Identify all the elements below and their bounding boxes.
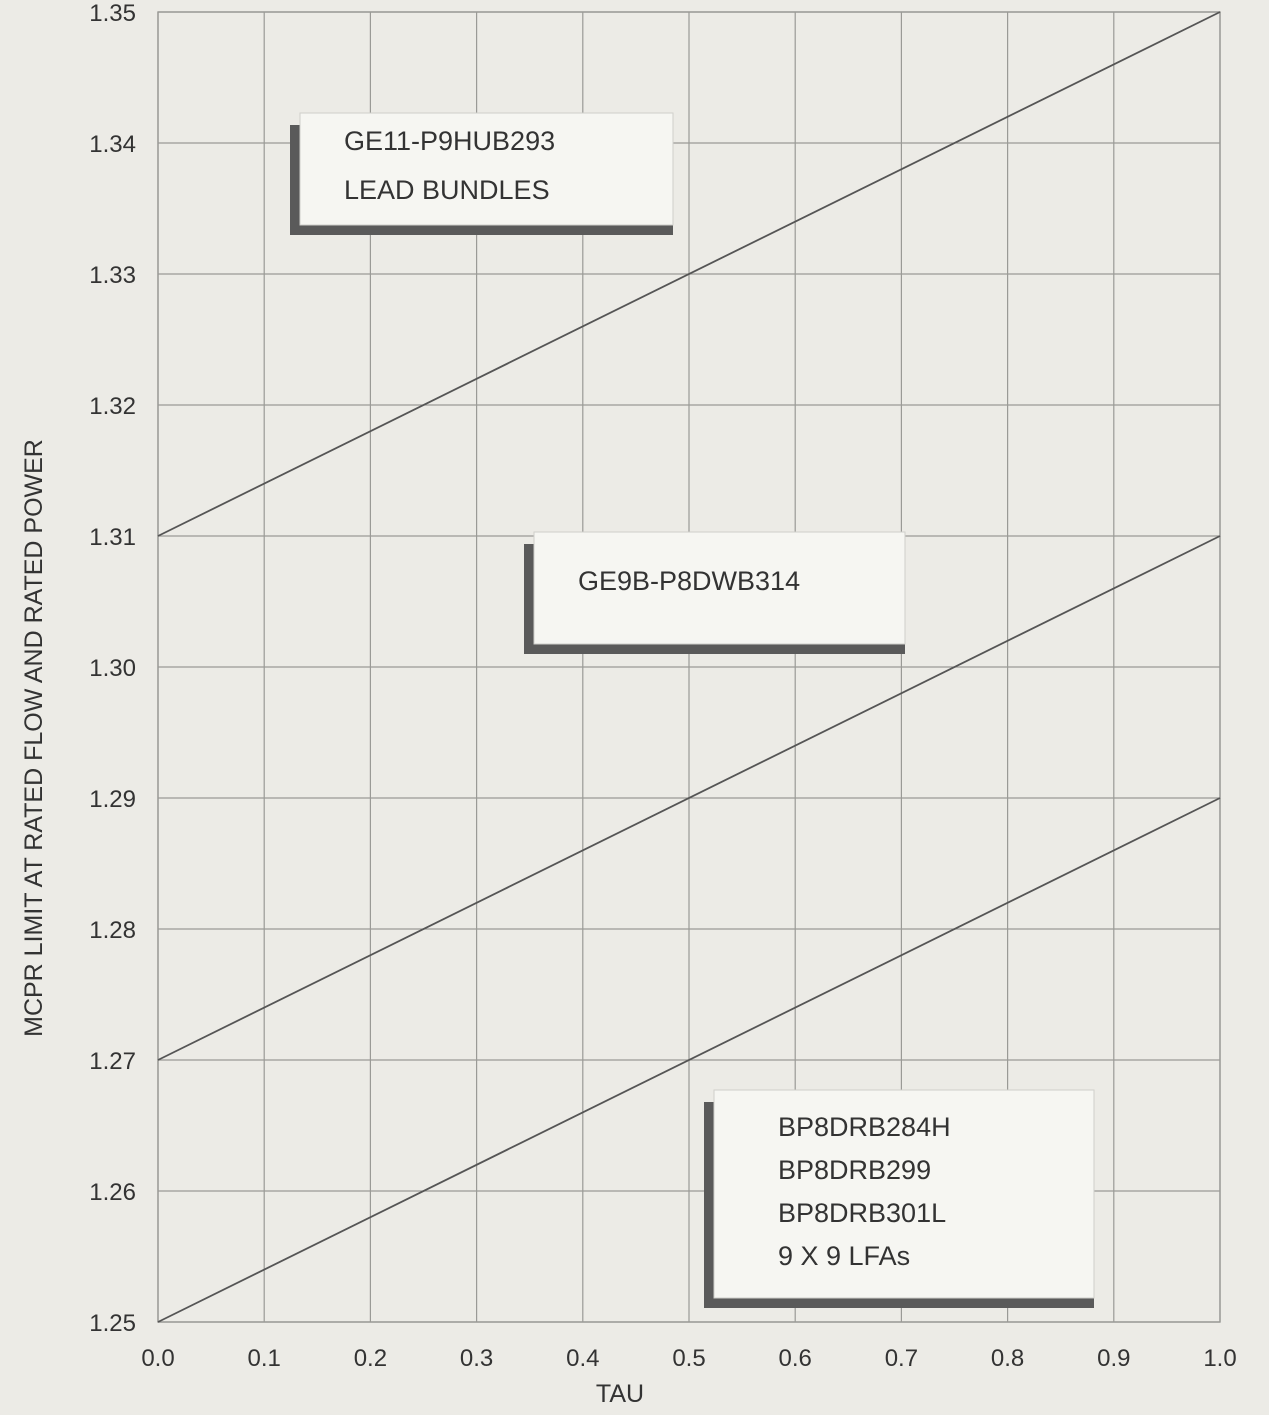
x-tick-label: 1.0 bbox=[1203, 1345, 1236, 1372]
y-tick-label: 1.27 bbox=[89, 1048, 136, 1075]
x-tick-label: 0.8 bbox=[991, 1345, 1024, 1372]
annotation-text: GE9B-P8DWB314 bbox=[578, 566, 800, 596]
y-tick-label: 1.28 bbox=[89, 917, 136, 944]
x-tick-label: 0.6 bbox=[779, 1345, 812, 1372]
x-tick-label: 0.3 bbox=[460, 1345, 493, 1372]
x-tick-label: 0.5 bbox=[672, 1345, 705, 1372]
annotation-box-2: GE9B-P8DWB314 bbox=[524, 531, 906, 654]
y-tick-label: 1.29 bbox=[89, 786, 136, 813]
y-tick-label: 1.34 bbox=[89, 131, 136, 158]
x-axis-label: TAU bbox=[596, 1380, 644, 1408]
y-axis-label: MCPR LIMIT AT RATED FLOW AND RATED POWER bbox=[20, 439, 48, 1037]
x-tick-label: 0.2 bbox=[354, 1345, 387, 1372]
annotation-text: BP8DRB301L bbox=[778, 1198, 946, 1228]
x-tick-label: 0.0 bbox=[141, 1345, 174, 1372]
annotation-text: BP8DRB284H bbox=[778, 1112, 951, 1142]
annotation-panel bbox=[713, 1089, 1095, 1299]
x-tick-label: 0.7 bbox=[885, 1345, 918, 1372]
y-tick-label: 1.35 bbox=[89, 0, 136, 27]
x-tick-label: 0.4 bbox=[566, 1345, 599, 1372]
series-line-2 bbox=[157, 535, 1221, 1061]
annotation-text: LEAD BUNDLES bbox=[344, 175, 550, 205]
y-tick-label: 1.33 bbox=[89, 262, 136, 289]
y-tick-label: 1.30 bbox=[89, 655, 136, 682]
x-tick-label: 0.1 bbox=[248, 1345, 281, 1372]
annotation-panel bbox=[299, 112, 674, 226]
series-line-1 bbox=[157, 11, 1221, 537]
annotation-box-3: BP8DRB284H BP8DRB299 BP8DRB301L 9 X 9 LFAs bbox=[704, 1089, 1095, 1308]
y-tick-label: 1.26 bbox=[89, 1179, 136, 1206]
y-tick-label: 1.31 bbox=[89, 524, 136, 551]
annotation-text: GE11-P9HUB293 bbox=[344, 126, 555, 156]
x-tick-label: 0.9 bbox=[1097, 1345, 1130, 1372]
series-line-3 bbox=[157, 797, 1221, 1323]
annotation-box-1: GE11-P9HUB293 LEAD BUNDLES bbox=[290, 112, 674, 235]
annotation-panel bbox=[533, 531, 906, 645]
annotation-text: 9 X 9 LFAs bbox=[778, 1241, 910, 1271]
y-tick-label: 1.32 bbox=[89, 393, 136, 420]
y-tick-label: 1.25 bbox=[89, 1310, 136, 1337]
annotation-text: BP8DRB299 bbox=[778, 1155, 931, 1185]
